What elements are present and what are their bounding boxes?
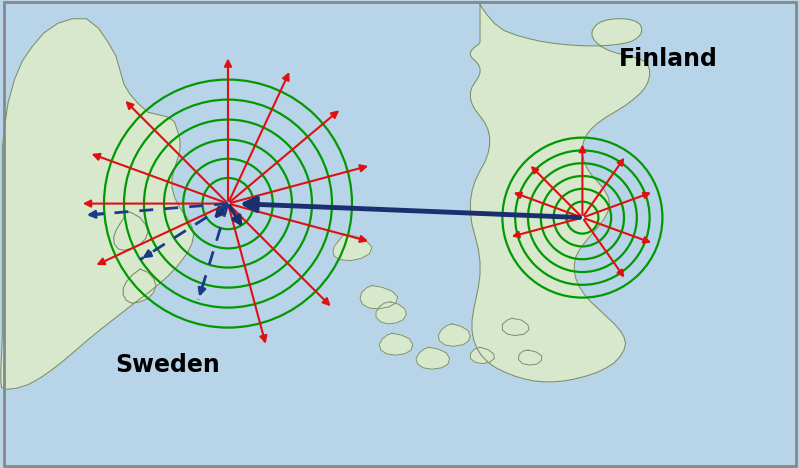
Polygon shape [438, 324, 470, 346]
Text: Sweden: Sweden [116, 353, 220, 377]
Polygon shape [470, 5, 650, 382]
Polygon shape [376, 302, 406, 324]
Polygon shape [333, 234, 372, 261]
Polygon shape [518, 350, 542, 365]
Polygon shape [416, 347, 450, 369]
Polygon shape [123, 269, 156, 303]
Text: Finland: Finland [618, 46, 718, 71]
Polygon shape [1, 19, 194, 389]
Polygon shape [470, 347, 494, 364]
Polygon shape [360, 285, 398, 309]
Polygon shape [114, 211, 148, 250]
Polygon shape [502, 318, 529, 336]
Polygon shape [379, 333, 413, 355]
